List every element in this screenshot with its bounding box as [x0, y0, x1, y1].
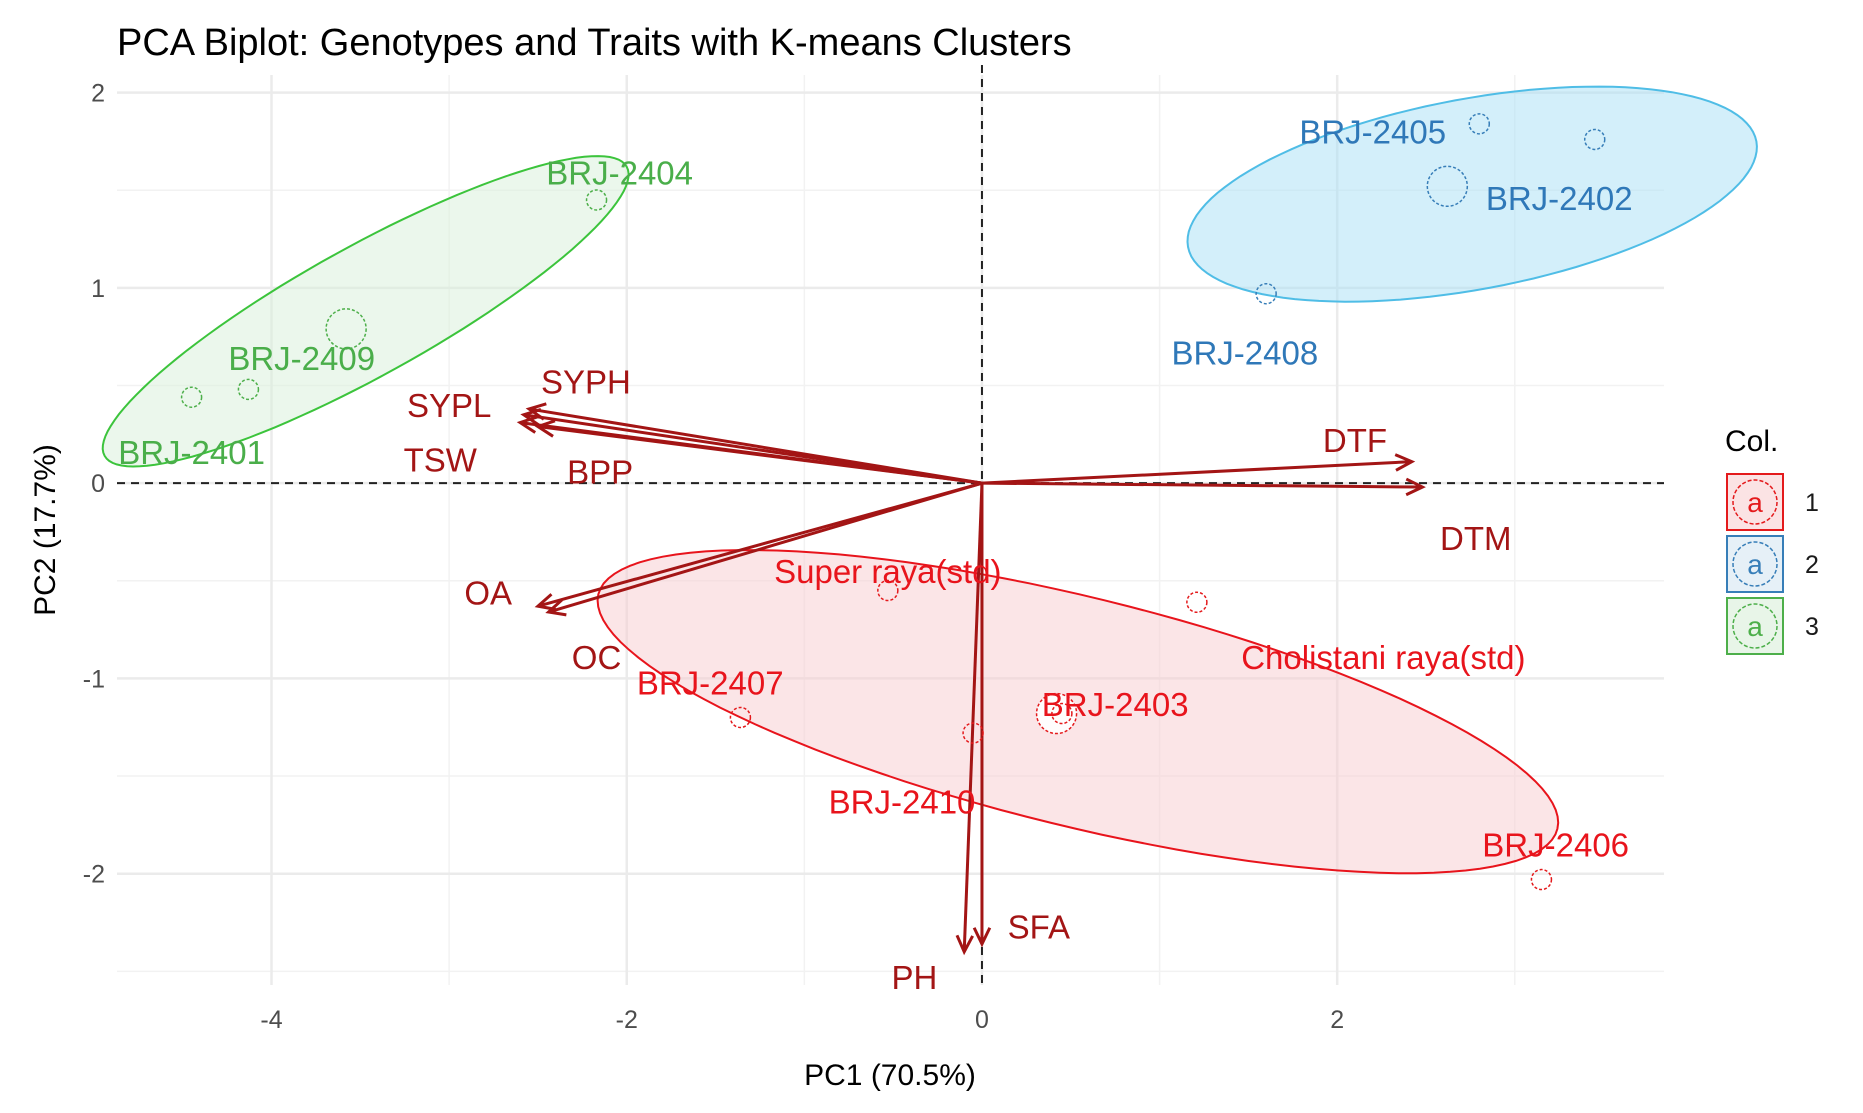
legend-key-glyph: a — [1747, 611, 1763, 642]
cluster-centroid-2 — [1426, 165, 1469, 208]
genotype-points — [180, 113, 1606, 891]
genotype-label: Super raya(std) — [774, 553, 1001, 590]
axis-ticks: -4 -2 0 2 -2 -1 0 1 2 — [83, 80, 1344, 1034]
arrow-sfa — [972, 483, 992, 948]
genotype-point — [180, 386, 203, 408]
arrow-oc — [545, 481, 983, 617]
genotype-label: BRJ-2402 — [1486, 180, 1633, 217]
legend-key-box — [1726, 473, 1784, 531]
legend-key-circle — [1732, 479, 1778, 525]
variable-label: SYPL — [407, 387, 491, 424]
genotype-label: BRJ-2401 — [118, 434, 265, 471]
arrow-shaft — [962, 483, 984, 952]
genotype-point — [1530, 868, 1553, 891]
arrow-dtm — [981, 477, 1426, 497]
legend-key-circle — [1732, 541, 1778, 587]
legend-key-circle — [1732, 603, 1778, 649]
genotype-label: BRJ-2404 — [546, 155, 693, 192]
variable-labels: SYPH SYPL TSW BPP DTF DTM OA OC PH SFA — [404, 364, 1512, 997]
arrow-shaft — [981, 460, 1412, 485]
genotype-label: BRJ-2410 — [829, 783, 976, 820]
cluster-centroid-3 — [325, 308, 367, 350]
arrow-shaft — [548, 481, 983, 614]
arrow-head — [534, 419, 556, 438]
genotype-point — [729, 706, 752, 729]
legend-label: 2 — [1805, 551, 1819, 579]
legend-key-1: a — [1726, 473, 1784, 531]
arrow-head — [972, 927, 992, 948]
variable-label: OC — [572, 639, 622, 676]
variable-label: SYPH — [541, 364, 631, 401]
genotype-label: BRJ-2408 — [1171, 334, 1318, 371]
x-tick-label: -4 — [260, 1006, 282, 1034]
y-tick-label: 2 — [91, 80, 105, 108]
cluster-ellipse-2 — [1186, 85, 1758, 303]
y-tick-label: 1 — [91, 275, 105, 303]
variable-label: PH — [892, 959, 938, 996]
variable-label: OA — [464, 574, 512, 611]
arrow-head — [520, 408, 542, 427]
arrow-dtf — [981, 453, 1416, 485]
genotype-label: Cholistani raya(std) — [1241, 639, 1525, 676]
y-tick-label: -2 — [83, 861, 105, 889]
legend-key-glyph: a — [1747, 487, 1763, 518]
reference-lines — [117, 65, 1664, 985]
genotype-label: BRJ-2406 — [1482, 826, 1629, 863]
variable-label: BPP — [567, 453, 633, 490]
y-axis-title: PC2 (17.7%) — [29, 444, 62, 616]
legend-title: Col. — [1725, 425, 1778, 458]
x-tick-label: 2 — [1330, 1006, 1344, 1034]
cluster-centroid-1 — [1035, 692, 1078, 735]
cluster-ellipse-1 — [596, 549, 1560, 875]
genotype-point — [962, 722, 984, 744]
legend-key-glyph: a — [1747, 549, 1763, 580]
genotype-label: BRJ-2409 — [228, 340, 375, 377]
legend-label: 3 — [1805, 613, 1819, 641]
genotype-point — [1583, 128, 1606, 151]
genotype-point — [1186, 591, 1208, 614]
variable-label: DTM — [1440, 520, 1511, 557]
arrow-head — [534, 593, 556, 611]
chart-title: PCA Biplot: Genotypes and Traits with K-… — [117, 22, 1072, 64]
legend-key-box — [1726, 597, 1784, 655]
arrow-head — [516, 415, 538, 434]
arrow-head — [1405, 477, 1426, 497]
x-axis-title: PC1 (70.5%) — [804, 1059, 976, 1092]
legend-key-3: a — [1726, 597, 1784, 655]
genotype-label: BRJ-2403 — [1042, 686, 1189, 723]
genotype-point — [237, 378, 260, 401]
x-tick-label: -2 — [616, 1006, 638, 1034]
y-tick-label: -1 — [83, 665, 105, 693]
genotype-point — [1255, 282, 1277, 305]
arrow-bpp — [534, 419, 983, 485]
genotype-label: BRJ-2407 — [637, 664, 784, 701]
legend-label: 1 — [1805, 489, 1819, 517]
genotype-point — [1468, 113, 1491, 135]
variable-label: TSW — [404, 442, 478, 479]
arrow-shaft — [537, 425, 983, 485]
genotype-point — [1051, 702, 1073, 725]
arrow-ph — [955, 483, 984, 956]
cluster-ellipses — [101, 85, 1758, 875]
cluster-ellipse-3 — [101, 155, 630, 468]
genotype-labels: BRJ-2401 BRJ-2409 BRJ-2404 BRJ-2405 BRJ-2402… — [118, 114, 1632, 864]
legend-key-box — [1726, 535, 1784, 593]
x-tick-label: 0 — [975, 1006, 989, 1034]
variable-arrows — [516, 402, 1426, 956]
variable-label: DTF — [1323, 422, 1387, 459]
genotype-label: BRJ-2405 — [1299, 114, 1446, 151]
variable-label: SFA — [1008, 908, 1070, 945]
arrow-shaft — [981, 481, 1423, 489]
y-tick-label: 0 — [91, 470, 105, 498]
arrow-head — [1394, 453, 1416, 472]
genotype-point — [877, 579, 899, 602]
genotype-point — [585, 189, 608, 211]
arrow-head — [545, 598, 567, 617]
arrow-head — [955, 934, 974, 956]
legend: Col. a 1 a 2 a 3 — [1725, 425, 1819, 655]
legend-key-2: a — [1726, 535, 1784, 593]
